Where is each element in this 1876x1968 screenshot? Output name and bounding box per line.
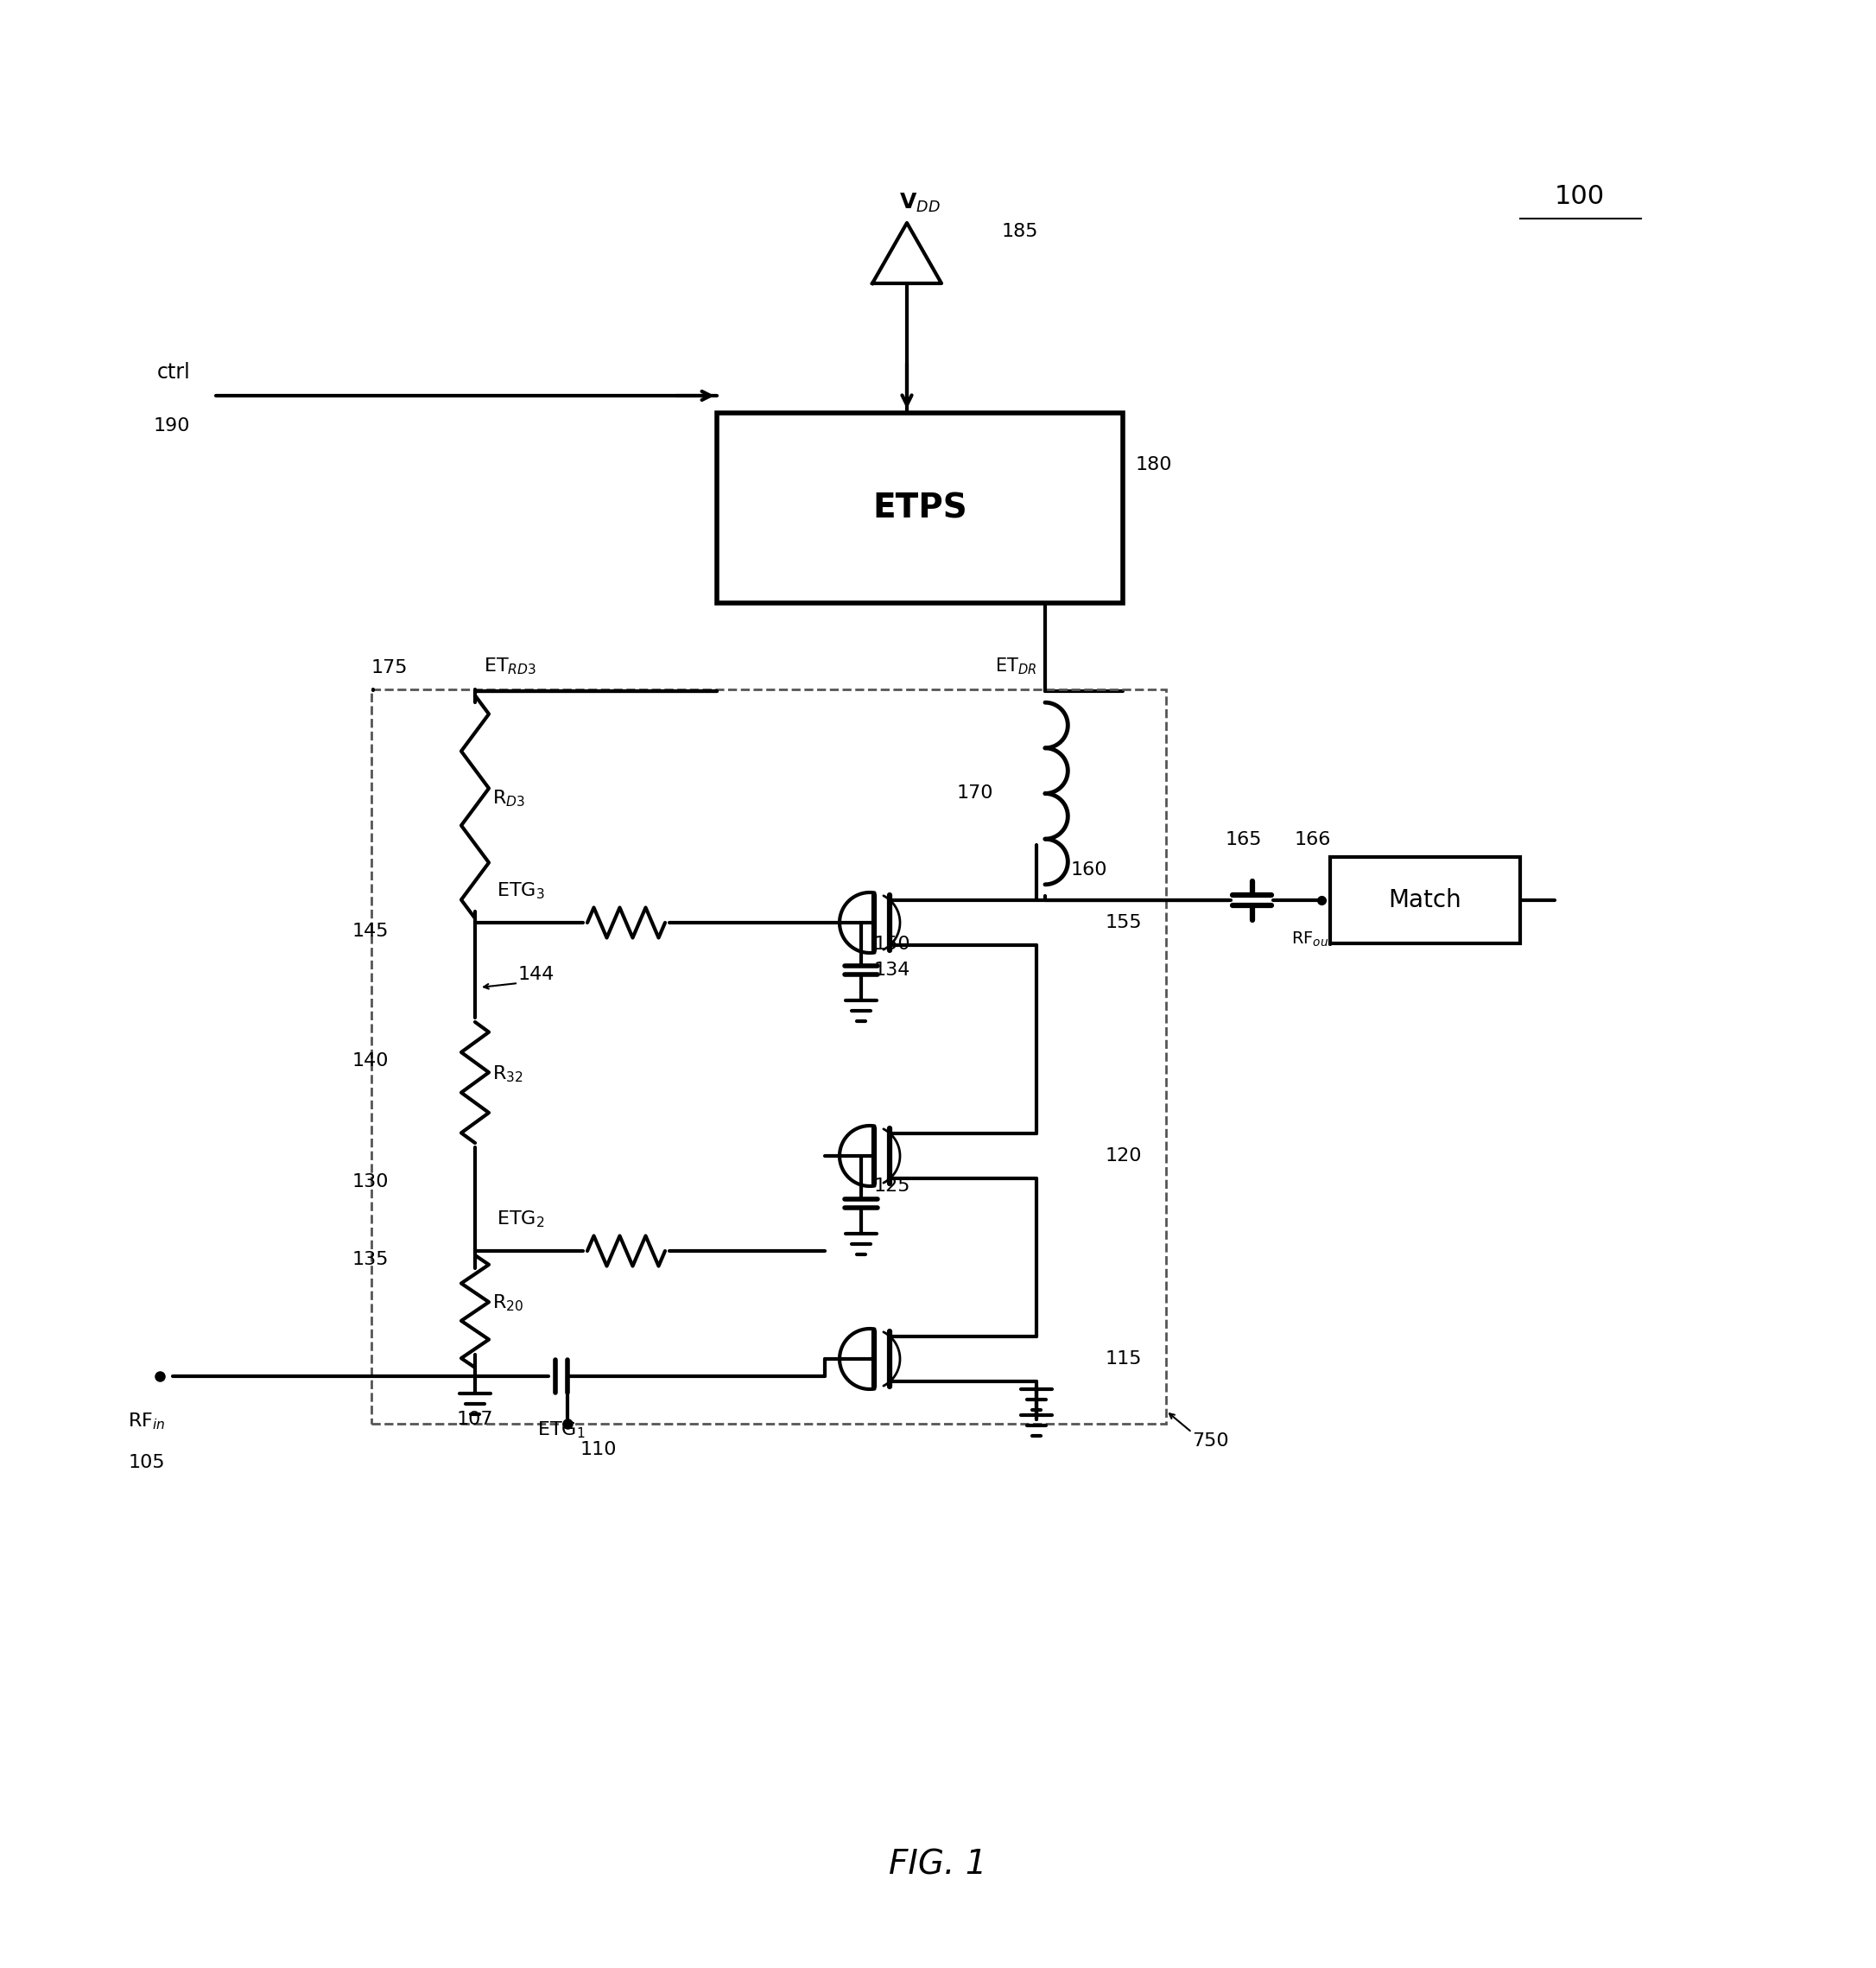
Text: 170: 170	[957, 785, 992, 803]
Text: 180: 180	[1135, 457, 1172, 474]
Text: ETG$_3$: ETG$_3$	[497, 880, 544, 901]
Bar	[371, 689, 1167, 1423]
Text: ETG$_2$: ETG$_2$	[497, 1208, 544, 1230]
Text: ETG$_1$: ETG$_1$	[537, 1419, 585, 1441]
Text: 190: 190	[154, 417, 189, 435]
Text: 750: 750	[1191, 1433, 1229, 1450]
Text: R$_{20}$: R$_{20}$	[492, 1293, 523, 1313]
Text: ET$_{RD3}$: ET$_{RD3}$	[484, 655, 537, 677]
Text: 140: 140	[353, 1053, 388, 1069]
Text: 120: 120	[1105, 1147, 1142, 1165]
Text: V$_{DD}$: V$_{DD}$	[899, 191, 940, 215]
Text: 107: 107	[456, 1411, 493, 1429]
Text: 166: 166	[1294, 830, 1332, 848]
Text: 134: 134	[874, 962, 910, 978]
Text: 115: 115	[1105, 1350, 1142, 1368]
Text: RF$_{out}$: RF$_{out}$	[1291, 931, 1334, 949]
Text: 135: 135	[353, 1252, 388, 1267]
Text: RF$_{in}$: RF$_{in}$	[128, 1411, 165, 1431]
Text: 125: 125	[874, 1177, 910, 1195]
Text: ctrl: ctrl	[156, 362, 189, 382]
Text: R$_{D3}$: R$_{D3}$	[492, 787, 525, 809]
Text: 110: 110	[580, 1441, 617, 1458]
Text: 144: 144	[518, 966, 555, 984]
Text: 175: 175	[371, 659, 409, 677]
Text: 185: 185	[1002, 222, 1039, 240]
Text: ET$_{DR}$: ET$_{DR}$	[994, 655, 1036, 677]
Text: ETPS: ETPS	[872, 492, 968, 523]
Text: 130: 130	[353, 1173, 388, 1191]
Text: 155: 155	[1105, 913, 1142, 931]
Text: Match: Match	[1388, 888, 1461, 913]
Bar	[1330, 856, 1520, 943]
Bar	[717, 413, 1124, 602]
Text: 105: 105	[128, 1454, 165, 1472]
Text: FIG. 1: FIG. 1	[889, 1848, 987, 1881]
Text: 160: 160	[1071, 862, 1107, 878]
Text: 150: 150	[874, 935, 912, 953]
Text: R$_{32}$: R$_{32}$	[492, 1063, 523, 1084]
Text: 165: 165	[1225, 830, 1263, 848]
Text: 100: 100	[1555, 185, 1604, 209]
Text: 145: 145	[353, 923, 388, 941]
